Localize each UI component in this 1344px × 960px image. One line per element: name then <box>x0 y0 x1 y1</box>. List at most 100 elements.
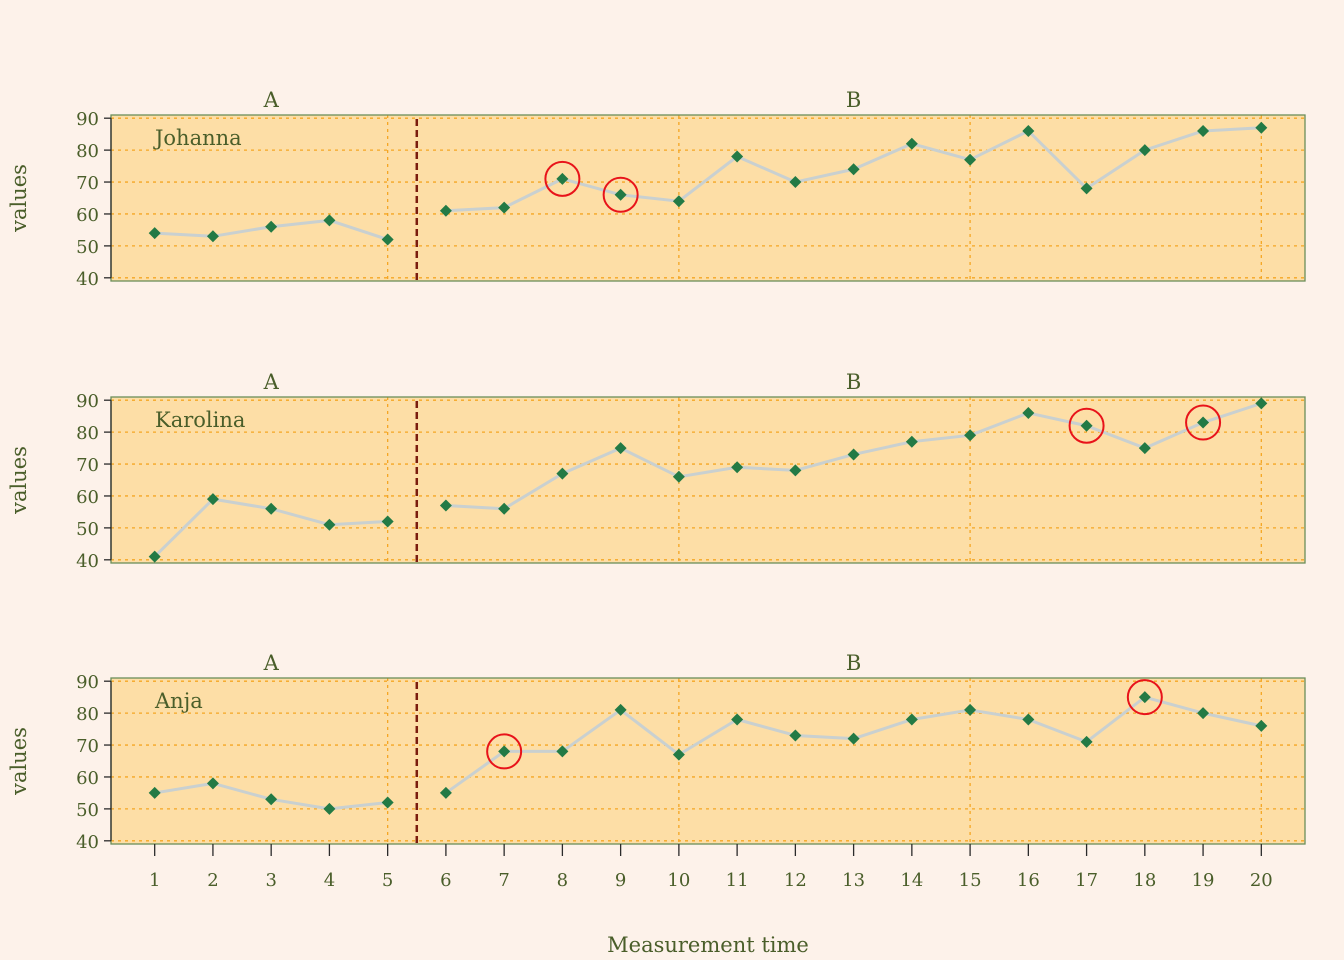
data-point <box>1022 406 1035 419</box>
y-tick-label: 50 <box>76 237 99 258</box>
data-point <box>672 470 685 483</box>
data-point <box>439 786 452 799</box>
data-point <box>905 713 918 726</box>
y-tick-label: 50 <box>76 800 99 821</box>
data-point <box>323 214 336 227</box>
data-point <box>614 442 627 455</box>
x-tick-label: 3 <box>265 870 276 891</box>
data-point <box>789 729 802 742</box>
data-point <box>381 796 394 809</box>
x-tick-label: 9 <box>615 870 626 891</box>
x-tick-label: 17 <box>1075 870 1098 891</box>
panel-name: Anja <box>154 689 203 713</box>
data-point <box>1255 397 1268 410</box>
x-tick-label: 20 <box>1250 870 1273 891</box>
phase-label-a: A <box>263 88 280 112</box>
phase-label-a: A <box>263 651 280 675</box>
panel-name: Johanna <box>153 126 242 150</box>
data-point <box>498 745 511 758</box>
y-tick-label: 40 <box>76 832 99 853</box>
data-point <box>731 461 744 474</box>
data-point <box>265 220 278 233</box>
y-tick-label: 60 <box>76 487 99 508</box>
phase-label-b: B <box>846 651 861 675</box>
panel-karolina: A B Karolina 40 50 60 70 80 90 values <box>7 370 1306 572</box>
y-tick-label: 80 <box>76 423 99 444</box>
data-point <box>498 201 511 214</box>
y-tick-label: 70 <box>76 736 99 757</box>
data-point <box>1080 182 1093 195</box>
data-point <box>905 137 918 150</box>
highlight-circle <box>544 160 581 197</box>
panel-background <box>111 115 1305 281</box>
data-point <box>1138 691 1151 704</box>
data-point <box>1138 442 1151 455</box>
y-tick-label: 50 <box>76 519 99 540</box>
data-point <box>905 435 918 448</box>
data-point <box>731 150 744 163</box>
data-point <box>206 493 219 506</box>
data-point <box>1197 707 1210 720</box>
data-point <box>672 195 685 208</box>
data-point <box>381 233 394 246</box>
data-point <box>1080 419 1093 432</box>
phase-label-b: B <box>846 88 861 112</box>
x-tick-label: 10 <box>667 870 690 891</box>
y-axis-label: values <box>7 727 31 796</box>
data-point <box>381 515 394 528</box>
phase-label-a: A <box>263 370 280 394</box>
data-point <box>789 176 802 189</box>
data-point <box>556 467 569 480</box>
highlight-circle <box>1185 404 1222 441</box>
data-point <box>439 499 452 512</box>
data-point <box>672 748 685 761</box>
data-point <box>323 518 336 531</box>
data-point <box>323 802 336 815</box>
highlight-circle <box>486 733 523 770</box>
highlight-circle <box>602 176 639 213</box>
data-point <box>614 188 627 201</box>
data-point <box>148 227 161 240</box>
y-tick-label: 40 <box>76 269 99 290</box>
x-tick-label: 8 <box>557 870 568 891</box>
x-tick-label: 19 <box>1192 870 1215 891</box>
y-tick-label: 80 <box>76 141 99 162</box>
data-point <box>1197 124 1210 137</box>
x-tick-label: 12 <box>784 870 807 891</box>
data-point <box>206 230 219 243</box>
data-point <box>1022 124 1035 137</box>
x-tick-label: 14 <box>900 870 923 891</box>
y-tick-label: 40 <box>76 551 99 572</box>
x-tick-label: 4 <box>324 870 335 891</box>
data-point <box>265 793 278 806</box>
x-tick-label: 2 <box>207 870 218 891</box>
data-point <box>556 745 569 758</box>
data-point <box>731 713 744 726</box>
x-tick-label: 16 <box>1017 870 1040 891</box>
data-point <box>964 429 977 442</box>
y-axis-label: values <box>7 446 31 515</box>
x-tick-label: 13 <box>842 870 865 891</box>
x-tick-label: 18 <box>1133 870 1156 891</box>
y-axis-label: values <box>7 164 31 233</box>
y-tick-label: 70 <box>76 455 99 476</box>
panel-background <box>111 678 1305 844</box>
x-tick-label: 7 <box>498 870 509 891</box>
panel-background <box>111 397 1305 563</box>
data-point <box>1255 719 1268 732</box>
data-point <box>148 786 161 799</box>
x-tick-label: 1 <box>149 870 160 891</box>
data-point <box>847 163 860 176</box>
data-point <box>847 732 860 745</box>
y-tick-label: 80 <box>76 704 99 725</box>
highlight-circle <box>1126 679 1163 716</box>
x-tick-label: 11 <box>726 870 749 891</box>
data-point <box>1138 144 1151 157</box>
y-tick-label: 60 <box>76 205 99 226</box>
panel-johanna: A B Johanna 40 50 60 70 80 90 values <box>7 88 1306 290</box>
data-point <box>789 464 802 477</box>
x-tick-label: 15 <box>959 870 982 891</box>
x-tick-label: 6 <box>440 870 451 891</box>
data-point <box>1080 735 1093 748</box>
